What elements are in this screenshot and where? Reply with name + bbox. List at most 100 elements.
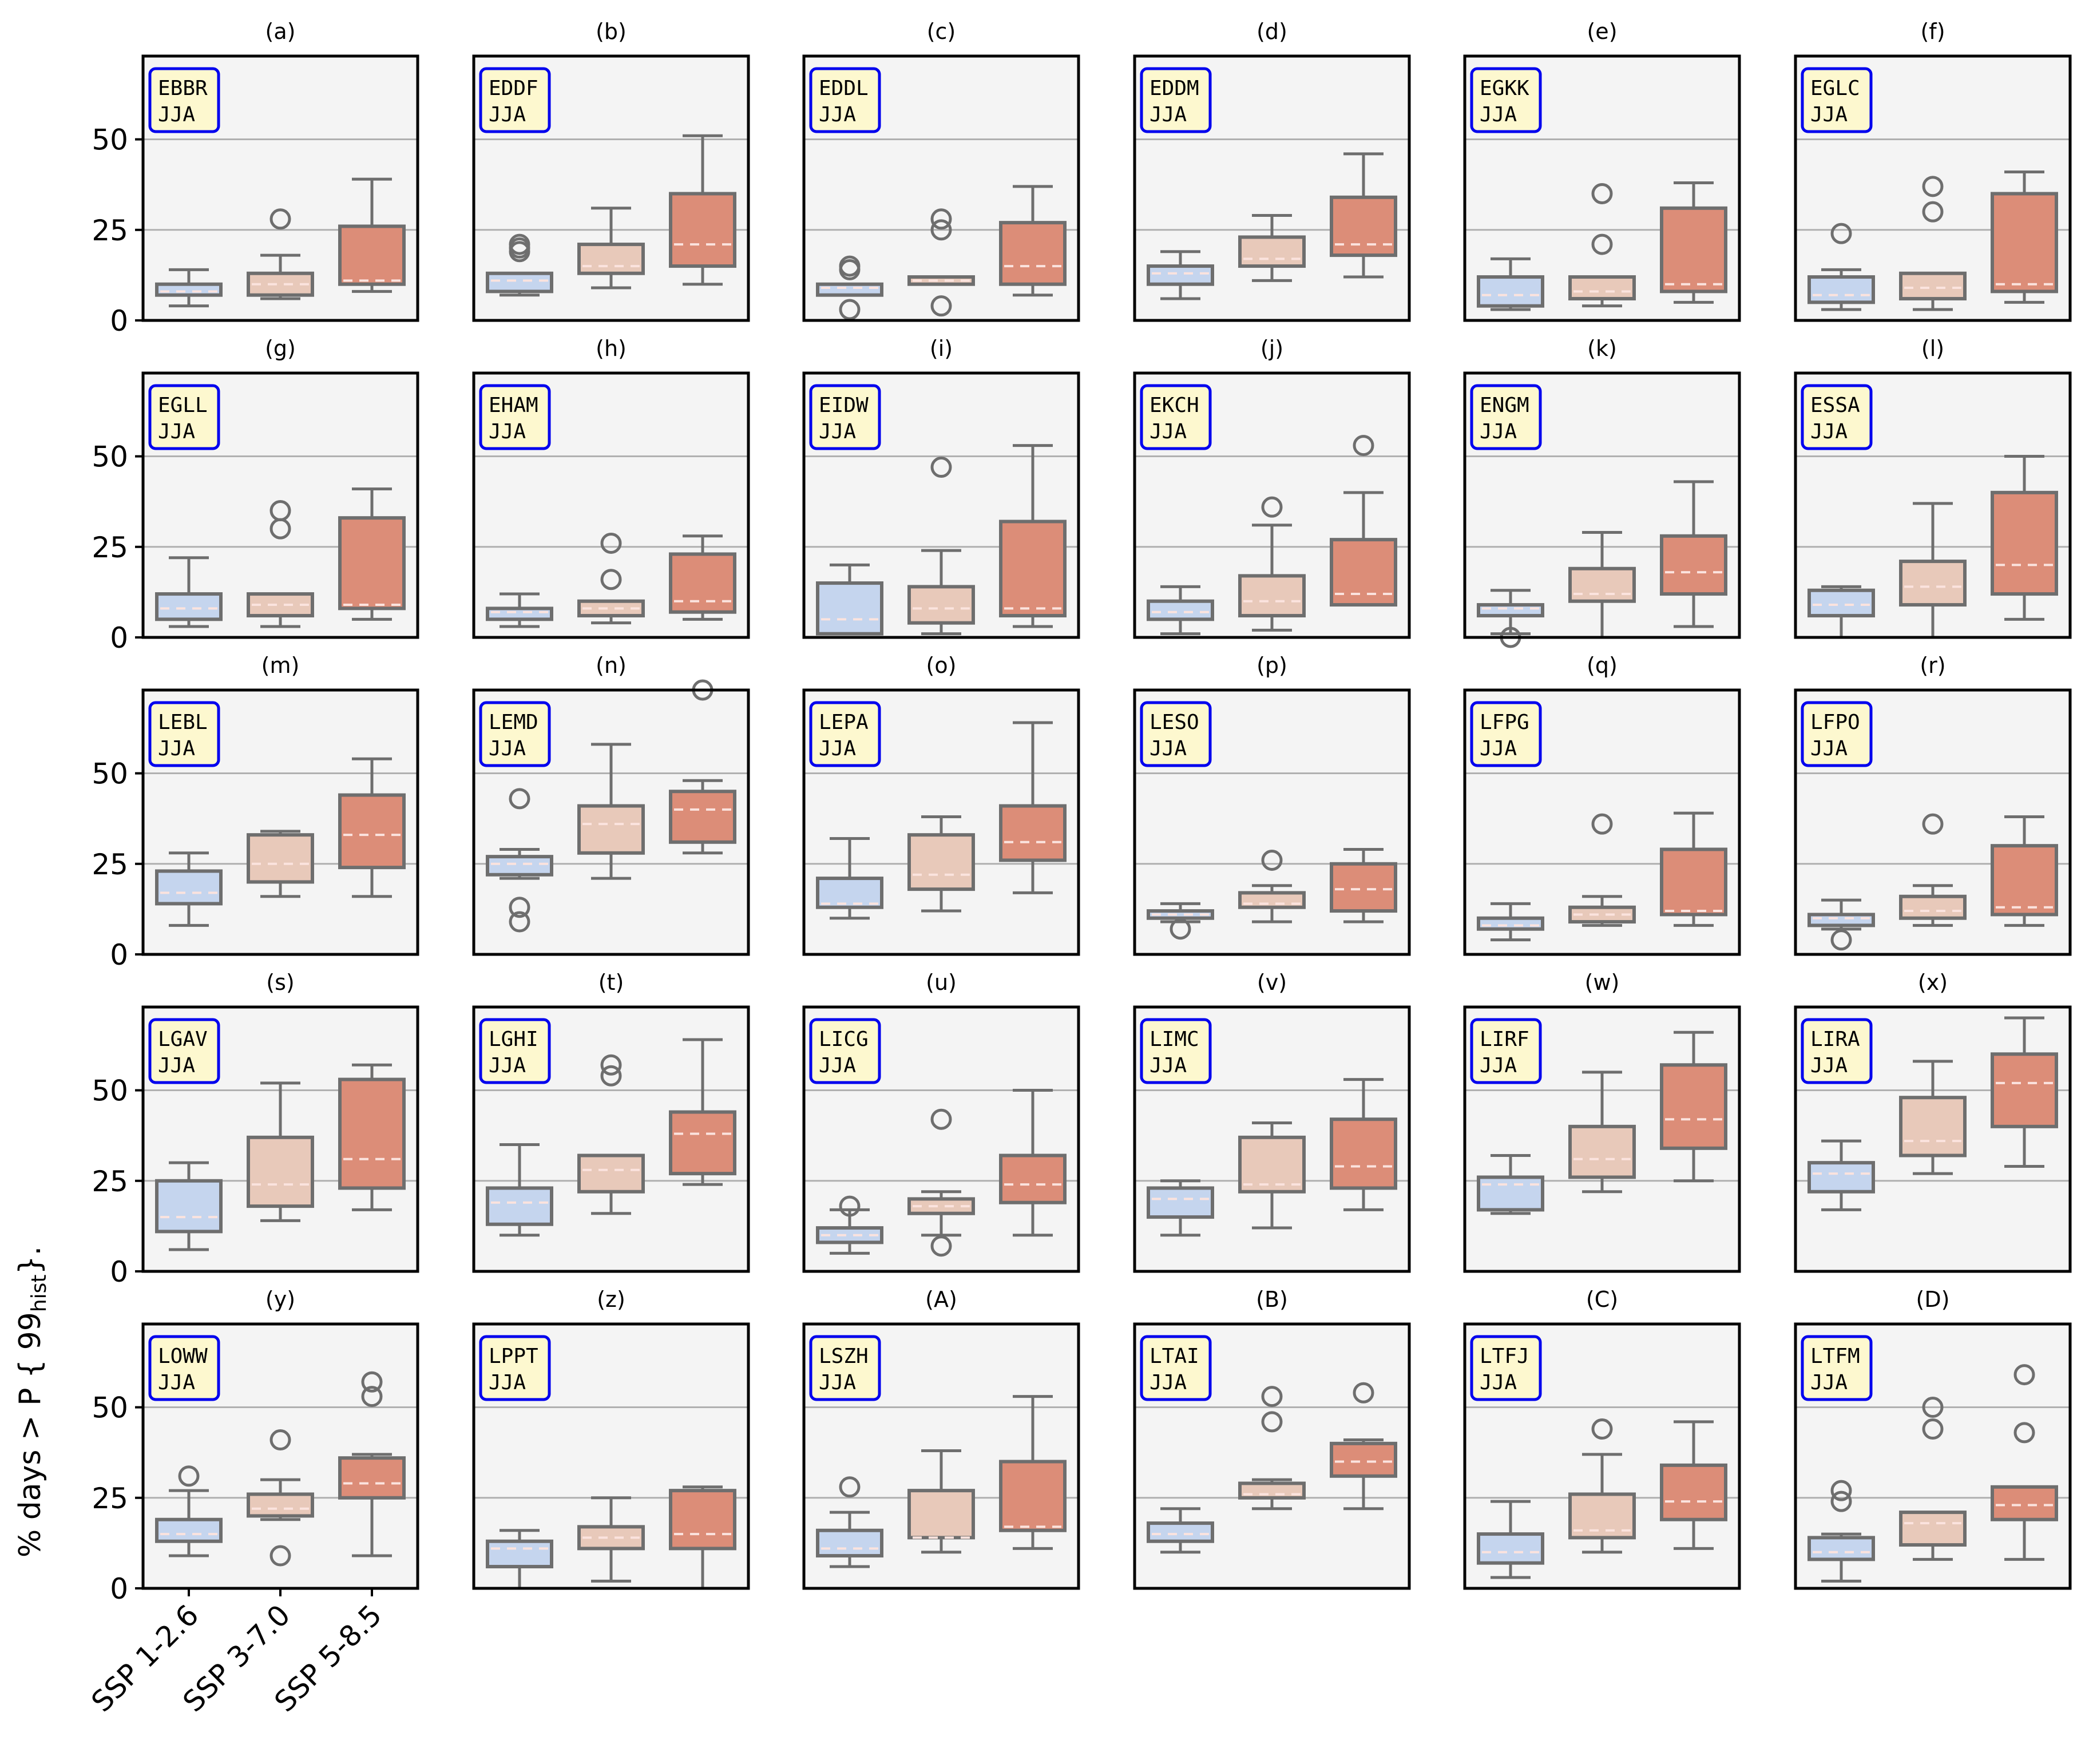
station-label-box <box>479 67 551 133</box>
box-ssp-5-8-5 <box>669 1485 736 1590</box>
box-ssp-3-7-0 <box>907 1449 975 1554</box>
station-label-box <box>148 384 220 450</box>
box-ssp-3-7-0 <box>1568 813 1636 927</box>
panel-lepa: LEPA JJA (o) <box>802 653 1080 956</box>
outlier-point <box>1261 1386 1283 1408</box>
station-label-box <box>479 384 551 450</box>
outlier-point <box>509 788 530 810</box>
season-label: JJA <box>489 103 526 126</box>
box-ssp-5-8-5 <box>1330 435 1397 607</box>
station-label-box <box>1140 1018 1212 1084</box>
box-ssp-1-2-6 <box>1147 250 1214 300</box>
box-ssp-3-7-0 <box>1238 1121 1306 1230</box>
box-ssp-1-2-6 <box>816 1195 883 1255</box>
panel-letter: (h) <box>596 336 627 361</box>
box-ssp-3-7-0 <box>247 1429 314 1567</box>
panel-eglc: EGLC JJA (f) <box>1794 19 2072 322</box>
box-ssp-3-7-0 <box>1568 183 1636 308</box>
station-label-box <box>1801 1335 1873 1401</box>
box-ssp-3-7-0 <box>247 208 314 300</box>
box-ssp-5-8-5 <box>999 185 1067 297</box>
panel-letter: (B) <box>1256 1287 1288 1312</box>
panel-egkk: EGKK JJA (e) <box>1463 19 1741 322</box>
season-label: JJA <box>489 1371 526 1394</box>
panel-lghi: LGHI JJA (t) <box>472 970 750 1273</box>
station-code: EDDM <box>1149 77 1199 100</box>
outlier-point <box>361 1386 383 1408</box>
panel-letter: (q) <box>1587 653 1618 678</box>
season-label: JJA <box>158 737 195 760</box>
outlier-point <box>600 1065 622 1087</box>
panel-letter: (g) <box>265 336 296 361</box>
outlier-point <box>1261 1411 1283 1433</box>
season-label: JJA <box>1149 420 1187 443</box>
box-ssp-5-8-5 <box>669 134 736 286</box>
box-ssp-1-2-6 <box>1147 902 1214 940</box>
y-tick-label: 0 <box>110 621 128 655</box>
panel-ltfm: LTFM JJA (D) <box>1794 1287 2072 1590</box>
y-tick-label: 25 <box>92 848 128 881</box>
panel-letter: (c) <box>927 19 956 44</box>
panel-lfpg: LFPG JJA (q) <box>1463 653 1741 956</box>
box-ssp-5-8-5 <box>1660 811 1727 927</box>
panel-lszh: LSZH JJA (A) <box>802 1287 1080 1590</box>
box-ssp-1-2-6 <box>1807 1139 1875 1211</box>
box-ssp-1-2-6 <box>816 1476 883 1568</box>
season-label: JJA <box>1810 1371 1848 1394</box>
panel-letter: (p) <box>1256 653 1287 678</box>
box-ssp-1-2-6 <box>1807 1480 1875 1583</box>
panel-engm: ENGM JJA (k) <box>1463 336 1741 648</box>
box-ssp-5-8-5 <box>999 1089 1067 1237</box>
panel-letter: (a) <box>265 19 296 44</box>
station-label-box <box>1470 701 1542 767</box>
season-label: JJA <box>158 1371 195 1394</box>
panel-letter: (t) <box>598 970 624 995</box>
box-ssp-3-7-0 <box>577 207 645 290</box>
station-label-box <box>1470 1335 1542 1401</box>
station-code: LPPT <box>489 1345 538 1368</box>
box-ssp-5-8-5 <box>338 177 406 293</box>
box-ssp-1-2-6 <box>486 592 553 628</box>
box-ssp-1-2-6 <box>816 837 883 920</box>
box-ssp-5-8-5 <box>1330 152 1397 279</box>
outlier-point <box>600 1054 622 1076</box>
season-label: JJA <box>158 1054 195 1077</box>
panel-letter: (d) <box>1256 19 1287 44</box>
panel-ebbr: EBBR JJA (a) 0 25 50 <box>92 19 419 338</box>
station-code: ENGM <box>1480 394 1529 417</box>
season-label: JJA <box>489 1054 526 1077</box>
panel-letter: (s) <box>266 970 294 995</box>
outlier-point <box>509 911 530 933</box>
season-label: JJA <box>819 737 856 760</box>
season-label: JJA <box>1480 1371 1517 1394</box>
outlier-point <box>178 1465 200 1487</box>
box-ssp-1-2-6 <box>155 1465 223 1557</box>
outlier-point <box>509 233 530 255</box>
panel-eddm: EDDM JJA (d) <box>1133 19 1411 322</box>
panel-lira: LIRA JJA (x) <box>1794 970 2072 1273</box>
y-tick-label: 50 <box>92 1075 128 1108</box>
box-ssp-1-2-6 <box>1477 1500 1544 1579</box>
season-label: JJA <box>819 1371 856 1394</box>
outlier-point <box>930 457 952 478</box>
station-code: LESO <box>1149 711 1199 734</box>
box-ssp-1-2-6 <box>486 1143 553 1237</box>
box-ssp-5-8-5 <box>1660 1030 1727 1183</box>
station-code: LIMC <box>1149 1028 1199 1051</box>
box-ssp-3-7-0 <box>907 1108 975 1257</box>
station-code: EHAM <box>489 394 538 417</box>
station-code: LEMD <box>489 711 538 734</box>
panel-letter: (D) <box>1916 1287 1950 1312</box>
outlier-point <box>2013 1422 2035 1444</box>
station-label-box <box>1470 1018 1542 1084</box>
outlier-point <box>839 299 861 320</box>
box-ssp-3-7-0 <box>1899 813 1967 927</box>
season-label: JJA <box>1149 737 1187 760</box>
box-ssp-1-2-6 <box>1147 585 1214 636</box>
season-label: JJA <box>158 420 195 443</box>
outlier-point <box>509 897 530 918</box>
station-label-box <box>1140 384 1212 450</box>
box-ssp-5-8-5 <box>1330 847 1397 923</box>
station-code: EDDL <box>819 77 869 100</box>
